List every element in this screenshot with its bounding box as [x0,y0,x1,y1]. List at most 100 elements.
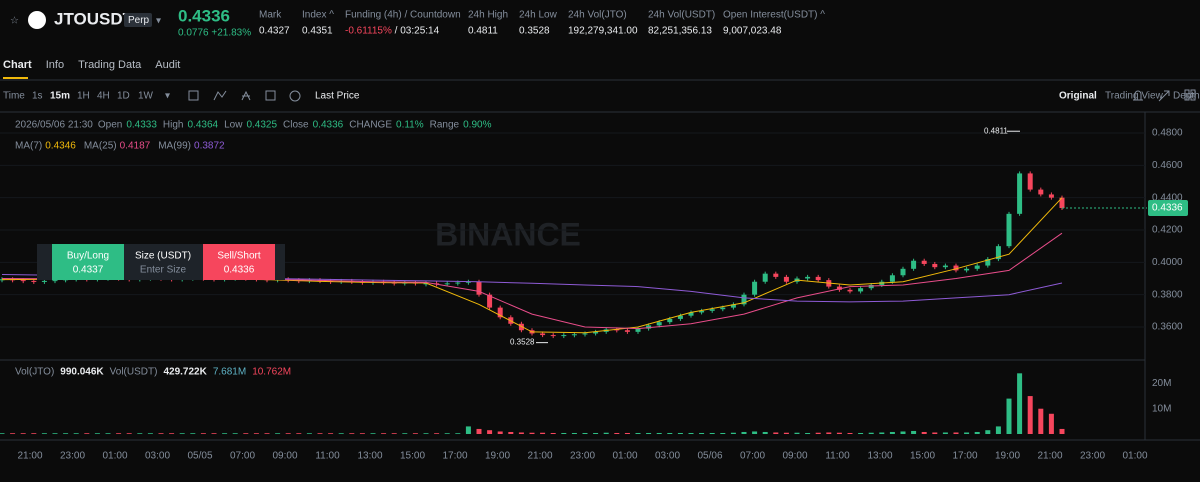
volume-bar [402,433,408,434]
ohlc-value: 0.4333 [126,120,157,131]
price-mode[interactable]: Last Price [315,91,360,102]
y-tick-label: 0.4000 [1152,257,1183,268]
buy-button[interactable] [52,244,124,280]
volume-bar [847,432,853,434]
volume-bar [434,433,440,434]
y-tick-label: 0.3800 [1152,289,1183,300]
volume-bar [370,433,376,434]
volume-bar [624,432,630,434]
caret[interactable]: ▾ [156,16,161,27]
order-widget[interactable]: Buy/Long 0.4337 Size (USDT) Enter Size Sell/… [37,244,285,280]
vol-legend: 429.722K [163,367,207,378]
volume-bar [868,432,874,434]
time-label: 21:00 [527,451,552,462]
candle [773,273,779,277]
price: 0.4336 [178,6,230,25]
volume-bar [720,432,726,434]
last-price-tag [1148,200,1188,217]
vol-legend: 10.762M [252,367,291,378]
time-label: 11:00 [315,451,340,462]
volume-bar [137,433,143,434]
tab[interactable]: Audit [155,59,180,71]
interval[interactable]: 1W [138,91,154,102]
volume-bar [52,433,58,434]
volume-bar [243,433,249,434]
view[interactable]: Original [1059,91,1097,102]
volume-bar [709,432,715,434]
interval[interactable]: 1H [77,91,90,102]
candle [709,309,715,311]
volume-bar [815,432,821,434]
toolbar-icons[interactable] [188,89,1196,102]
volume-bar [603,432,609,434]
candle [624,330,630,332]
view[interactable]: Depth [1173,91,1200,102]
interval[interactable]: Time [3,91,25,102]
candle [497,307,503,318]
volume-bar [1048,413,1054,434]
time-label: 09:00 [272,451,297,462]
volume-bar [699,432,705,434]
interval[interactable]: 4H [97,91,110,102]
candle [550,335,556,337]
volume-bar [921,431,927,434]
ohlc-label: Low [224,120,243,131]
candle [52,280,58,282]
volume-bar [31,433,37,434]
watermark: BINANCE [435,216,581,252]
volume-bar [677,432,683,434]
star-icon[interactable]: ☆ [10,16,19,27]
candle [41,280,47,282]
volume-bar [147,433,153,434]
tab[interactable]: Info [46,59,64,71]
time-label: 11:00 [825,451,850,462]
ohlc-value: 0.11% [396,120,424,131]
volume-bar [412,433,418,434]
view[interactable]: Trading View [1105,91,1164,102]
volume-bar [179,433,185,434]
time-label: 03:00 [145,451,170,462]
tab[interactable]: Chart [3,59,32,71]
candle [476,281,482,295]
volume-bar [105,433,111,434]
volume-bar [752,431,758,434]
volume-bar [540,432,546,434]
time-label: 01:00 [612,451,637,462]
time-label: 03:00 [655,451,680,462]
volume-bar [253,433,259,434]
widget-text: Buy/Long [67,251,109,262]
candle [805,276,811,279]
candle [730,304,736,308]
interval[interactable]: 15m [50,91,70,102]
time-label: 21:00 [1037,451,1062,462]
candle [582,333,588,335]
sell-button[interactable] [203,244,275,280]
time-label: 19:00 [995,451,1020,462]
symbol[interactable]: JTOUSDT [54,9,134,28]
y-tick-label: 0.4800 [1152,128,1183,139]
time-label: 07:00 [230,451,255,462]
y-tick-label: 0.4600 [1152,160,1183,171]
volume-bar [455,433,461,434]
interval[interactable]: 1s [32,91,43,102]
volume-bar [879,432,885,434]
volume-bar [794,432,800,434]
candle [964,268,970,271]
caret[interactable]: ▾ [165,91,170,102]
interval[interactable]: 1D [117,91,130,102]
low-label: 0.3528 [510,338,535,347]
time-label: 13:00 [867,451,892,462]
stat-value: -0.61115% [345,26,392,37]
volume-bar [1059,428,1065,434]
stat-label: Index ^ [302,10,334,21]
time-label: 05/06 [697,451,722,462]
volume-bar [158,433,164,434]
time-label: 15:00 [910,451,935,462]
candle [752,281,758,295]
volume-bar [942,432,948,434]
volume-bar [1027,396,1033,434]
tab[interactable]: Trading Data [78,59,142,71]
vol-legend: Vol(USDT) [110,367,158,378]
widget-text: Sell/Short [217,251,261,262]
volume-bar [381,433,387,434]
